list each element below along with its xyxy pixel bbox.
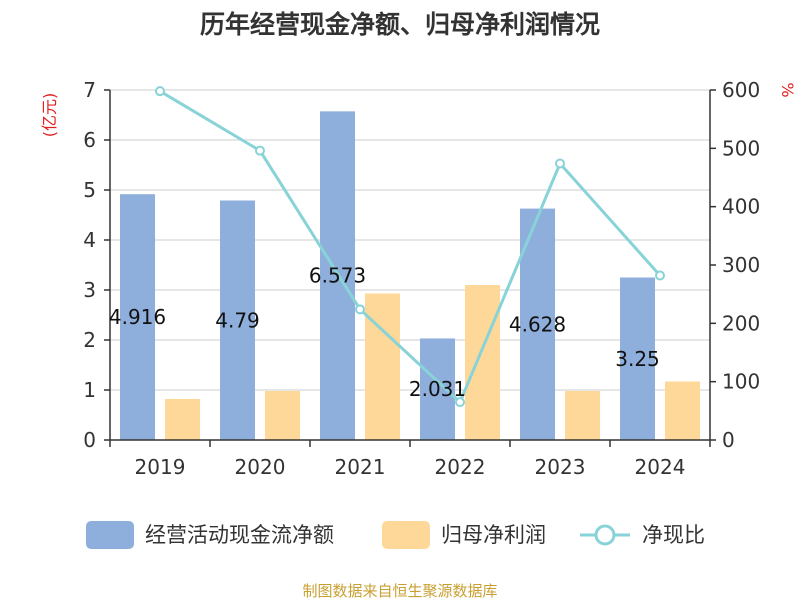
legend-swatch-profit bbox=[382, 521, 430, 549]
right-tick-label-500: 500 bbox=[722, 136, 760, 160]
right-tick-label-200: 200 bbox=[722, 311, 760, 335]
x-tick-label-2023: 2023 bbox=[535, 455, 586, 479]
left-tick-label-6: 6 bbox=[83, 128, 96, 152]
x-tick-label-2022: 2022 bbox=[435, 455, 486, 479]
x-tick-label-2024: 2024 bbox=[635, 455, 686, 479]
chart-title: 历年经营现金净额、归母净利润情况 bbox=[200, 10, 600, 39]
left-tick-label-1: 1 bbox=[83, 378, 96, 402]
bar-cashflow-2024 bbox=[620, 277, 655, 440]
legend-item-cashflow[interactable]: 经营活动现金流净额 bbox=[86, 521, 334, 549]
bar-profit-2021 bbox=[365, 293, 400, 440]
ratio-point-2021 bbox=[355, 304, 365, 315]
legend-label-cashflow: 经营活动现金流净额 bbox=[145, 523, 334, 547]
bar-profit-2019 bbox=[165, 399, 200, 440]
data-label-cashflow-2019: 4.916 bbox=[109, 305, 166, 329]
bar-profit-2023 bbox=[565, 391, 600, 440]
source-note: 制图数据来自恒生聚源数据库 bbox=[302, 582, 497, 600]
left-tick-label-3: 3 bbox=[83, 278, 96, 302]
ratio-point-2022 bbox=[455, 397, 465, 408]
data-label-cashflow-2020: 4.79 bbox=[215, 308, 260, 332]
bar-cashflow-2022 bbox=[420, 338, 455, 440]
legend-label-ratio: 净现比 bbox=[642, 523, 705, 547]
left-tick-label-4: 4 bbox=[83, 228, 96, 252]
left-axis-unit: (亿元) bbox=[40, 93, 59, 138]
left-tick-label-5: 5 bbox=[83, 178, 96, 202]
axes: 0 1 2 3 4 5 6 7 0 100 200 300 400 500 600 2019 2020 2021 2… bbox=[83, 78, 760, 479]
right-tick-label-600: 600 bbox=[722, 78, 760, 102]
left-tick-label-0: 0 bbox=[83, 428, 96, 452]
right-tick-label-0: 0 bbox=[722, 428, 735, 452]
right-tick-label-100: 100 bbox=[722, 370, 760, 394]
ratio-line bbox=[159, 89, 662, 405]
x-tick-label-2021: 2021 bbox=[335, 455, 386, 479]
data-label-cashflow-2021: 6.573 bbox=[309, 264, 366, 288]
bar-profit-2022 bbox=[465, 285, 500, 440]
bar-profit-2020 bbox=[265, 391, 300, 440]
data-label-cashflow-2024: 3.25 bbox=[615, 347, 660, 371]
data-label-cashflow-2023: 4.628 bbox=[509, 312, 566, 336]
legend-swatch-cashflow bbox=[86, 521, 134, 549]
grid-lines bbox=[110, 89, 710, 391]
right-tick-label-400: 400 bbox=[722, 195, 760, 219]
bar-cashflow-2019 bbox=[120, 194, 155, 440]
legend-item-ratio[interactable]: 净现比 bbox=[580, 523, 705, 547]
data-labels: 4.916 4.79 6.573 2.031 4.628 3.25 bbox=[109, 264, 660, 402]
legend-item-profit[interactable]: 归母净利润 bbox=[382, 521, 546, 549]
bar-profit-2024 bbox=[665, 381, 700, 440]
data-label-cashflow-2022: 2.031 bbox=[409, 377, 466, 401]
legend-marker-ratio bbox=[594, 524, 616, 546]
ratio-point-2019 bbox=[155, 86, 165, 97]
ratio-point-2023 bbox=[555, 158, 565, 169]
legend[interactable]: 经营活动现金流净额 归母净利润 净现比 bbox=[86, 521, 705, 549]
x-tick-label-2019: 2019 bbox=[135, 455, 186, 479]
bar-series bbox=[120, 111, 700, 440]
left-tick-label-2: 2 bbox=[83, 328, 96, 352]
ratio-point-2020 bbox=[255, 145, 265, 156]
ratio-point-2024 bbox=[655, 270, 665, 281]
left-tick-label-7: 7 bbox=[83, 78, 96, 102]
x-tick-label-2020: 2020 bbox=[235, 455, 286, 479]
right-tick-label-300: 300 bbox=[722, 253, 760, 277]
ratio-line-series bbox=[155, 86, 665, 408]
legend-label-profit: 归母净利润 bbox=[441, 523, 546, 547]
bar-cashflow-2020 bbox=[220, 200, 255, 440]
right-axis-unit: % bbox=[778, 82, 797, 97]
